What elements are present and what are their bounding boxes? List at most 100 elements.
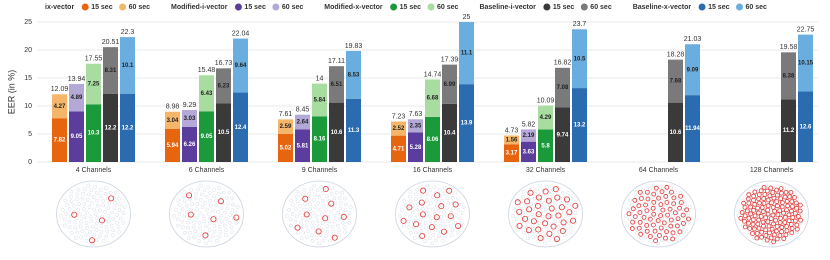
value-label: 3.63 [523, 149, 535, 155]
active-electrode [651, 211, 657, 217]
electrode [175, 223, 180, 228]
electrode [338, 206, 343, 211]
electrode [408, 190, 413, 194]
active-electrode [765, 197, 771, 203]
electrode [406, 225, 411, 230]
electrode [219, 206, 224, 210]
electrode [436, 208, 441, 213]
electrode [322, 203, 326, 208]
bar-segment [278, 133, 293, 162]
electrode [218, 229, 223, 234]
electrode [457, 216, 462, 221]
bar-segment [459, 22, 474, 85]
active-electrode [784, 224, 790, 230]
electrode [445, 213, 449, 218]
electrode [538, 183, 543, 188]
legend-swatch [543, 3, 551, 11]
bar-segment [504, 135, 519, 145]
electrode [562, 233, 567, 237]
electrode [552, 214, 557, 219]
electrode [562, 223, 566, 228]
electrode [75, 192, 79, 197]
electrode [304, 212, 309, 217]
bar-segment [182, 109, 197, 127]
active-electrode [658, 213, 664, 218]
electrode [294, 194, 299, 199]
electrode [629, 203, 634, 207]
bar-segment [199, 111, 214, 162]
electrode [295, 199, 300, 204]
active-electrode [770, 190, 776, 195]
electrode [314, 229, 318, 234]
electrode [687, 205, 692, 209]
bar-segment [312, 83, 327, 117]
bar-segment [459, 84, 474, 162]
active-electrode [789, 204, 795, 209]
value-label: 12.4 [235, 125, 247, 131]
electrode [288, 223, 293, 228]
active-electrode [186, 192, 193, 199]
electrode [118, 216, 123, 221]
legend-swatch [427, 3, 435, 11]
electrode [94, 190, 99, 195]
active-electrode [653, 238, 658, 244]
electrode [171, 214, 176, 218]
electrode [114, 190, 118, 195]
electrode [751, 236, 756, 240]
active-electrode [759, 234, 764, 240]
electrode [207, 221, 212, 226]
active-electrode [754, 235, 760, 241]
electrode [190, 202, 194, 206]
value-label: 10.5 [218, 130, 230, 136]
electrode [63, 198, 68, 203]
active-electrode [741, 200, 747, 206]
bar-segment [165, 128, 180, 162]
electrode [186, 225, 190, 230]
legend-label: Baseline-x-vector [633, 4, 692, 11]
electrode [437, 234, 441, 239]
active-electrode [754, 230, 760, 236]
electrode [557, 229, 562, 234]
electrode [450, 195, 455, 200]
electrode [765, 205, 770, 209]
active-electrode [774, 236, 780, 242]
value-label: 9.74 [557, 132, 569, 138]
active-electrode [526, 206, 533, 213]
active-electrode [738, 215, 744, 221]
electrode [296, 230, 300, 235]
electrode [219, 213, 223, 218]
electrode [401, 217, 406, 222]
bar-segment [668, 102, 683, 162]
active-electrode [771, 221, 776, 227]
electrode [176, 198, 181, 203]
electrode [223, 210, 227, 215]
active-electrode [669, 189, 674, 195]
electrode [103, 191, 108, 196]
active-electrode [656, 195, 661, 201]
electrode [220, 201, 225, 206]
electrode [332, 219, 337, 224]
total-label: 21.03 [684, 36, 702, 43]
electrode [646, 191, 650, 196]
electrode [312, 192, 317, 197]
active-electrode [756, 225, 762, 231]
value-label: 5.8 [541, 143, 550, 149]
electrode [234, 211, 239, 216]
active-electrode [641, 215, 647, 220]
electrode [175, 217, 180, 222]
electrode [195, 215, 200, 220]
electrode [682, 196, 686, 201]
electrode [746, 194, 751, 199]
head-outline [395, 180, 470, 248]
electrode [202, 219, 207, 223]
value-label: 10.15 [798, 61, 814, 67]
bar-segment [278, 119, 293, 134]
active-electrode [677, 229, 683, 235]
electrode [103, 209, 107, 214]
total-label: 22.3 [121, 29, 135, 36]
active-electrode [537, 235, 544, 242]
electrode [782, 186, 786, 190]
electrode [88, 236, 93, 241]
electrode [623, 214, 628, 218]
electrode [343, 208, 348, 212]
